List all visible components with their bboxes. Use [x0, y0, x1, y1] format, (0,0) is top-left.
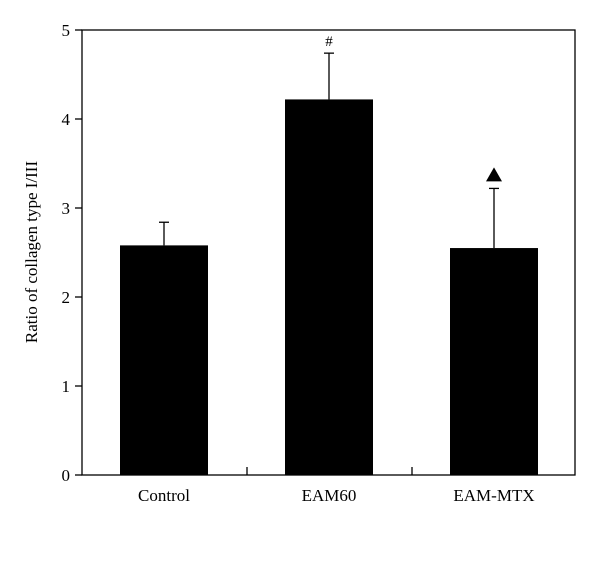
y-tick-label: 2 — [62, 288, 71, 307]
significance-mark: # — [325, 34, 333, 50]
bar-eam60 — [285, 99, 373, 476]
y-tick-label: 0 — [62, 466, 71, 485]
y-tick-label: 4 — [62, 110, 71, 129]
y-tick-label: 1 — [62, 377, 71, 396]
plot-area: 0 1 2 3 4 5 Control EAM60 # EAM-MTX — [62, 21, 576, 505]
x-tick-label: EAM60 — [302, 486, 357, 505]
x-tick-label: Control — [138, 486, 190, 505]
x-tick-label: EAM-MTX — [453, 486, 534, 505]
y-tick-label: 5 — [62, 21, 71, 40]
bar-control — [120, 245, 208, 475]
y-axis-title: Ratio of collagen type I/III — [22, 161, 41, 344]
y-tick-label: 3 — [62, 199, 71, 218]
triangle-marker-icon — [486, 167, 502, 182]
bar-eam-mtx — [450, 248, 538, 475]
